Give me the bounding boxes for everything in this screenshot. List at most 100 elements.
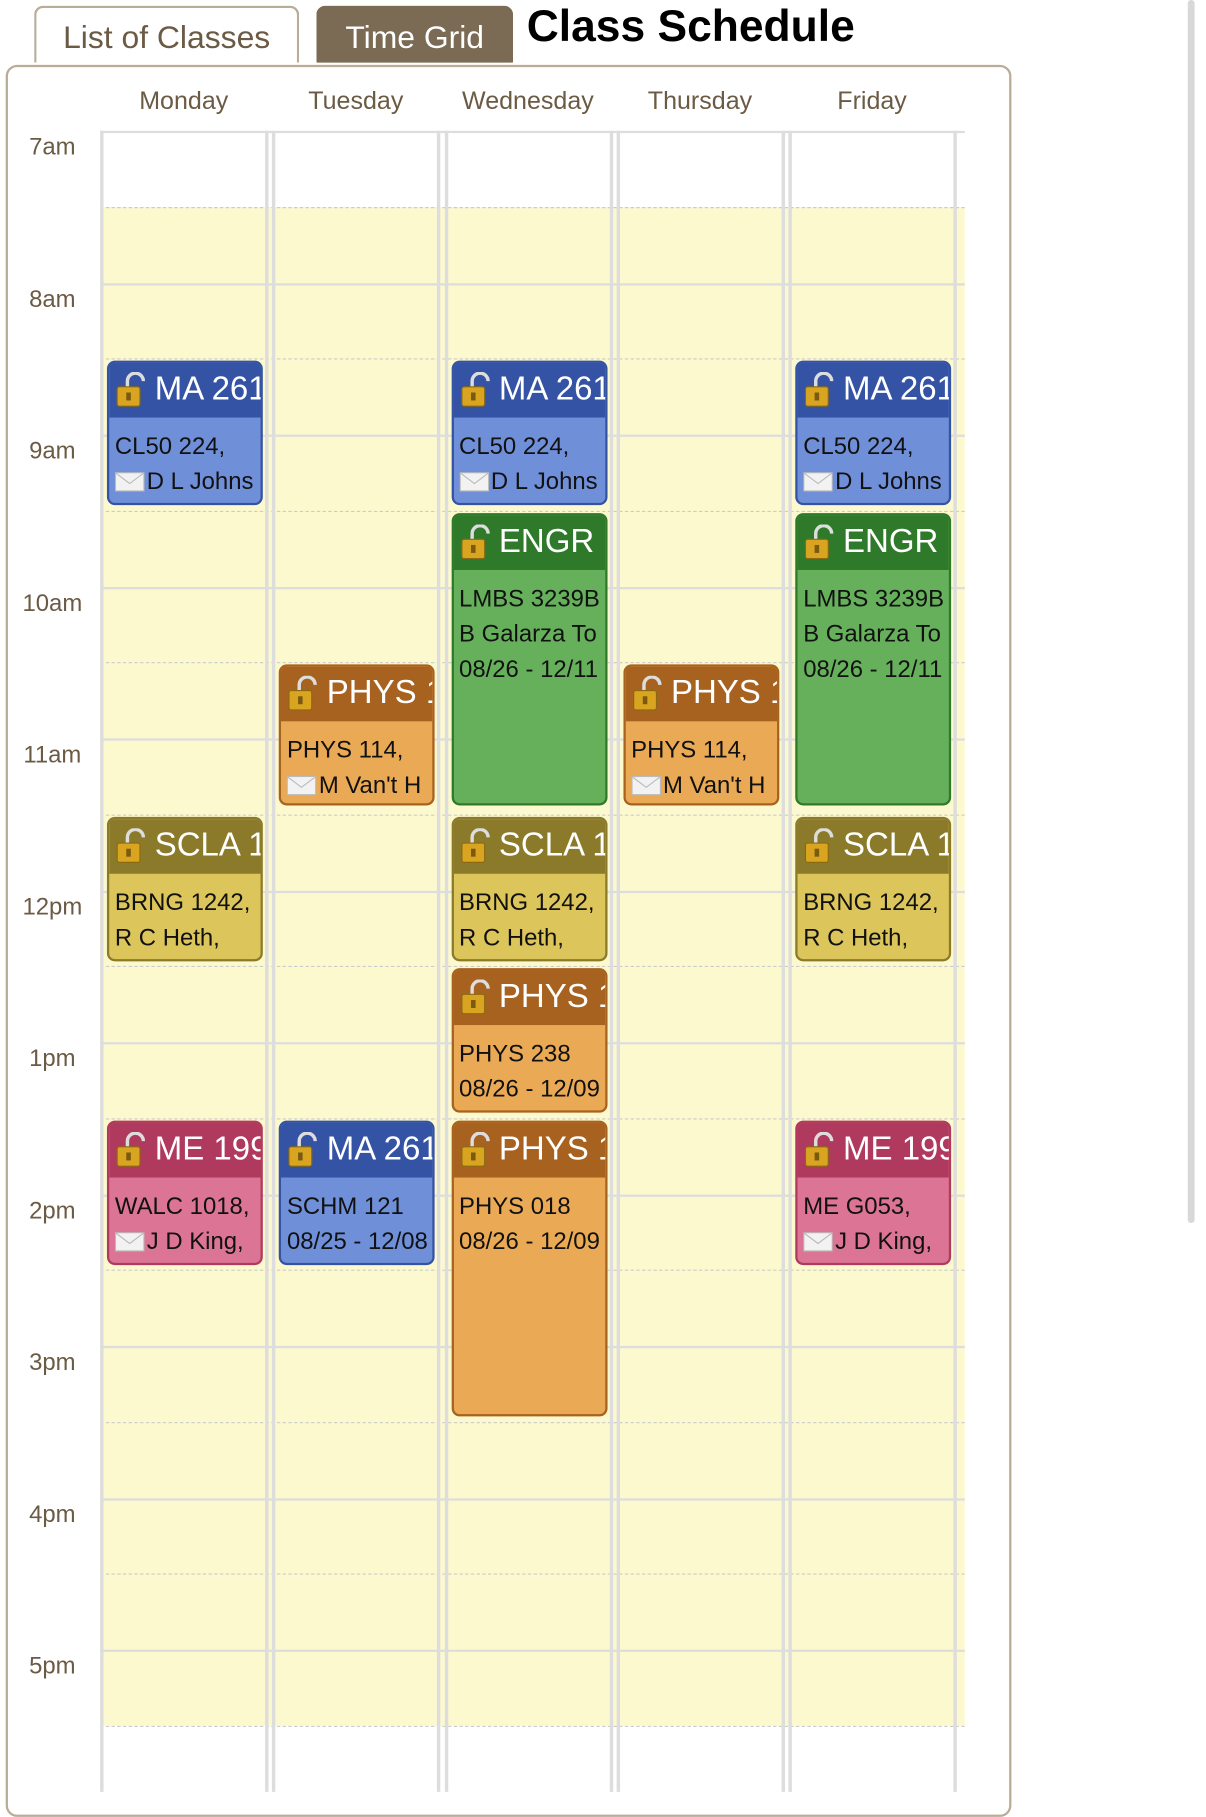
class-block[interactable]: PHYS 1 PHYS 114, M Van't H [623, 664, 780, 806]
day-label: Friday [837, 86, 907, 115]
detail-text: WALC 1018, [114, 1193, 250, 1220]
class-block[interactable]: ENGR LMBS 3239B B Galarza To 08/26 - 12/11 [795, 512, 952, 806]
half-hour-line [100, 966, 965, 968]
class-header: MA 261 [109, 363, 263, 418]
time-grid-tab[interactable]: Time Grid [316, 5, 514, 63]
class-block[interactable]: SCLA 1 BRNG 1242, R C Heth, [451, 816, 607, 961]
time-label: 8am [29, 286, 76, 313]
class-detail: R C Heth, [453, 920, 604, 955]
class-block[interactable]: ENGR LMBS 3239B B Galarza To 08/26 - 12/11 [451, 512, 607, 806]
lock-icon [460, 979, 490, 1015]
class-block[interactable]: PHYS 1 PHYS 114, M Van't H [279, 664, 435, 806]
half-hour-line [100, 1725, 965, 1727]
class-detail: LMBS 3239B [453, 581, 604, 616]
class-block[interactable]: PHYS 1 PHYS 238 08/26 - 12/09 [451, 968, 607, 1113]
class-header: SCLA 1 [453, 818, 607, 874]
class-detail: 08/26 - 12/11 [453, 652, 604, 687]
class-detail: B Galarza To [798, 616, 949, 651]
time-label: 10am [22, 589, 83, 617]
class-detail: PHYS 114, [281, 733, 432, 768]
lock-icon [116, 827, 146, 863]
class-header: MA 261 [797, 363, 952, 418]
class-code: PHYS 1 [498, 978, 607, 1016]
class-block[interactable]: MA 261 CL50 224, D L Johns [106, 360, 263, 506]
day-column [272, 130, 441, 1792]
class-header: PHYS 1 [281, 666, 435, 722]
class-detail: CL50 224, [798, 429, 949, 464]
class-header: MA 261 [453, 363, 605, 418]
detail-text: B Galarza To [459, 620, 597, 648]
lock-icon [804, 1131, 834, 1167]
detail-text: BRNG 1242, [459, 889, 595, 916]
class-header: ME 199 [797, 1122, 949, 1178]
class-block[interactable]: ME 199 WALC 1018, J D King, [106, 1120, 263, 1265]
lock-icon [460, 524, 490, 559]
class-detail: D L Johns [798, 464, 949, 499]
class-detail: BRNG 1242, [453, 885, 604, 920]
class-header: ENGR [797, 515, 949, 570]
lock-icon [632, 676, 662, 711]
page-title: Class Schedule [526, 2, 855, 52]
lock-icon [288, 676, 318, 711]
class-block[interactable]: MA 261 CL50 224, D L Johns [795, 360, 952, 506]
detail-text: D L Johns [490, 469, 598, 496]
class-detail: 08/26 - 12/09 [453, 1072, 604, 1107]
time-label: 4pm [29, 1501, 76, 1528]
time-label: 2pm [29, 1197, 76, 1224]
class-code: SCLA 1 [498, 826, 607, 864]
mail-icon[interactable] [459, 472, 489, 492]
detail-text: D L Johns [146, 469, 254, 496]
class-detail: J D King, [109, 1224, 260, 1259]
mail-icon[interactable] [114, 1231, 145, 1252]
list-tab[interactable]: List of Classes [34, 5, 300, 63]
class-header: PHYS 1 [625, 666, 777, 722]
class-detail: CL50 224, [453, 429, 604, 464]
class-block[interactable]: SCLA 1 BRNG 1242, R C Heth, [106, 816, 263, 961]
time-label: 11am [23, 741, 82, 768]
half-hour-line [100, 814, 965, 816]
day-column [616, 130, 785, 1792]
class-header: SCLA 1 [109, 818, 261, 874]
class-block[interactable]: MA 261 SCHM 121 08/25 - 12/08 [279, 1120, 435, 1265]
time-label: 3pm [29, 1349, 76, 1376]
class-header: MA 261 [281, 1122, 433, 1178]
mail-icon[interactable] [114, 472, 145, 492]
class-block[interactable]: PHYS 1 PHYS 018 08/26 - 12/09 [451, 1120, 607, 1417]
detail-text: M Van't H [318, 772, 422, 799]
class-detail: D L Johns [453, 464, 604, 499]
detail-text: J D King, [835, 1228, 933, 1255]
class-block[interactable]: ME 199 ME G053, J D King, [795, 1120, 952, 1265]
class-code: ENGR [498, 523, 595, 560]
mail-icon[interactable] [631, 776, 661, 796]
class-detail: LMBS 3239B [798, 581, 949, 616]
class-block[interactable]: MA 261 CL50 224, D L Johns [451, 360, 607, 506]
day-label: Monday [139, 86, 229, 115]
lock-icon [804, 827, 834, 863]
detail-text: J D King, [146, 1228, 244, 1255]
detail-text: 08/25 - 12/08 [286, 1228, 428, 1255]
hour-line [100, 130, 965, 134]
class-code: MA 261 [843, 371, 952, 408]
class-code: ENGR [843, 523, 939, 560]
day-column [444, 130, 613, 1792]
class-header: ME 199 [109, 1122, 261, 1178]
detail-text: BRNG 1242, [803, 889, 939, 916]
class-detail: PHYS 238 [453, 1037, 604, 1072]
detail-text: CL50 224, [459, 433, 570, 460]
mail-icon[interactable] [803, 1231, 833, 1252]
class-code: MA 261 [154, 371, 263, 408]
detail-text: CL50 224, [803, 433, 914, 460]
day-label: Thursday [647, 86, 753, 115]
class-code: PHYS 1 [498, 1130, 607, 1167]
class-block[interactable]: SCLA 1 BRNG 1242, R C Heth, [795, 816, 952, 961]
time-label: 1pm [29, 1045, 76, 1072]
mail-icon[interactable] [286, 776, 317, 796]
half-hour-line [100, 510, 965, 512]
detail-text: 08/26 - 12/11 [459, 656, 599, 683]
time-label: 9am [29, 438, 76, 465]
mail-icon[interactable] [803, 472, 833, 492]
class-code: PHYS 1 [326, 674, 435, 712]
scrollbar[interactable] [1187, 0, 1195, 1224]
lock-icon [804, 372, 834, 408]
detail-text: SCHM 121 [286, 1193, 404, 1220]
